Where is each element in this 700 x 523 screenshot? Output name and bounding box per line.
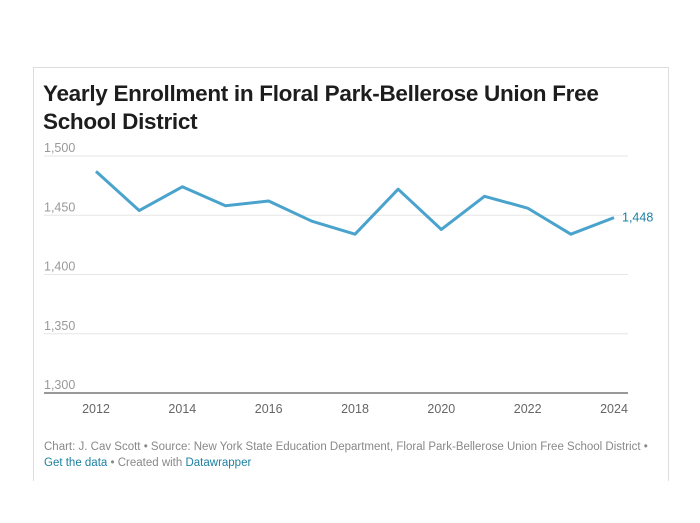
x-tick-label: 2016: [255, 402, 283, 416]
get-data-link[interactable]: Get the data: [44, 457, 108, 469]
y-tick-label: 1,500: [44, 141, 75, 155]
y-tick-label: 1,450: [44, 200, 75, 214]
credit-text: Chart: J. Cav Scott • Source: New York S…: [44, 441, 648, 453]
y-tick-label: 1,350: [44, 319, 75, 333]
created-with-text: • Created with: [107, 457, 186, 469]
x-tick-label: 2024: [600, 402, 628, 416]
chart-title: Yearly Enrollment in Floral Park-Bellero…: [43, 81, 599, 134]
end-value-label: 1,448: [622, 211, 653, 225]
series-line: [94, 170, 615, 236]
x-tick-label: 2018: [341, 402, 369, 416]
x-tick-label: 2012: [82, 402, 110, 416]
y-tick-label: 1,300: [44, 378, 75, 392]
y-tick-label: 1,400: [44, 260, 75, 274]
datawrapper-link[interactable]: Datawrapper: [185, 457, 252, 469]
chart-card: [33, 67, 669, 481]
x-tick-label: 2020: [427, 402, 455, 416]
x-tick-label: 2022: [514, 402, 542, 416]
chart-footer: Chart: J. Cav Scott • Source: New York S…: [44, 439, 664, 471]
x-tick-label: 2014: [168, 402, 196, 416]
